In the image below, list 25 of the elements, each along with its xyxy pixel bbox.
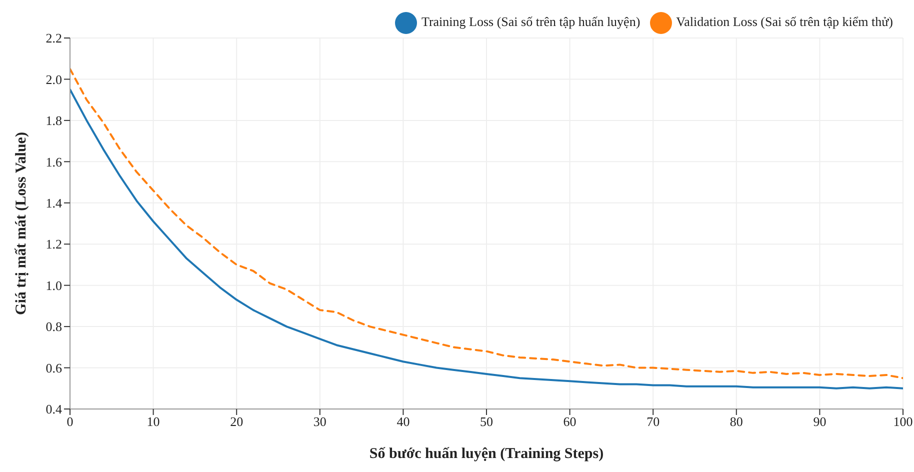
y-tick-label: 2.0 [46,72,62,87]
y-tick-label: 1.0 [46,278,62,293]
x-tick-label: 10 [146,414,160,430]
y-tick-label: 1.6 [46,154,62,170]
y-tick-label: 2.2 [46,30,62,46]
legend-label: Training Loss (Sai số trên tập huấn luyện) [421,14,640,29]
x-tick-label: 100 [893,414,913,430]
y-tick-label: 0.4 [46,402,62,417]
x-tick-label: 70 [646,414,660,430]
y-tick-label: 1.8 [46,113,62,128]
x-tick-label: 90 [813,414,826,430]
legend-label: Validation Loss (Sai số trên tập kiểm thử) [676,14,893,29]
y-tick-label: 1.2 [46,236,62,252]
x-tick-label: 40 [396,414,410,430]
x-axis-title: Số bước huấn luyện (Training Steps) [369,446,604,462]
y-tick-label: 0.8 [46,319,62,334]
y-tick-label: 1.4 [46,196,62,211]
x-tick-label: 60 [563,414,576,430]
x-tick-label: 30 [313,414,326,430]
y-axis-title: Giá trị mất mát (Loss Value) [13,132,30,315]
x-tick-label: 20 [230,414,244,430]
x-tick-label: 0 [66,414,74,430]
x-tick-label: 50 [480,414,493,430]
x-tick-label: 80 [730,414,743,430]
y-tick-label: 0.6 [46,360,62,376]
